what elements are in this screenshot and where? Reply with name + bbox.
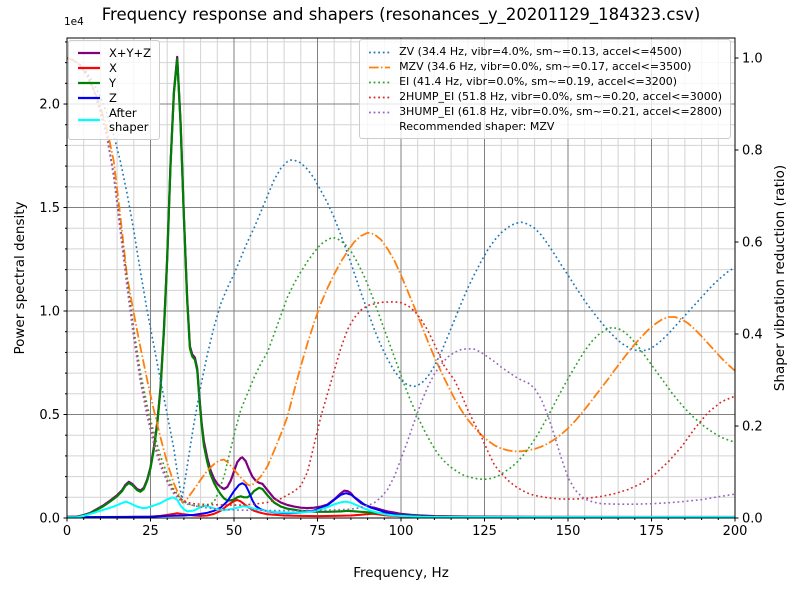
svg-text:0.5: 0.5	[39, 408, 60, 423]
legend-item-3HUMP_EI: 3HUMP_EI (61.8 Hz, vibr=0.0%, sm~=0.21, …	[368, 105, 722, 119]
right-y-axis-label: Shaper vibration reduction (ratio)	[772, 164, 788, 392]
svg-text:0: 0	[63, 524, 71, 539]
legend-line-sample	[78, 96, 100, 100]
legend-item-label: X	[109, 61, 117, 75]
svg-text:75: 75	[309, 524, 326, 539]
series-After shaper	[67, 496, 735, 518]
svg-text:2.0: 2.0	[39, 98, 60, 113]
legend-psd: X+Y+Z X Y Z After shaper	[68, 40, 161, 140]
legend-item-X+Y+Z: X+Y+Z	[77, 46, 151, 60]
legend-line-sample	[369, 66, 391, 68]
svg-text:200: 200	[723, 524, 748, 539]
recommended-shaper-note: Recommended shaper: MZV	[399, 120, 555, 133]
legend-item-label: ZV (34.4 Hz, vibr=4.0%, sm~=0.13, accel<…	[399, 45, 682, 58]
svg-text:1.0: 1.0	[742, 52, 763, 67]
svg-text:0.8: 0.8	[742, 144, 763, 159]
series-ZV	[67, 57, 735, 500]
svg-text:125: 125	[472, 524, 497, 539]
legend-line-sample	[369, 81, 391, 83]
legend-line-sample	[78, 66, 100, 70]
legend-item-ZV: ZV (34.4 Hz, vibr=4.0%, sm~=0.13, accel<…	[368, 45, 722, 59]
legend-item-label: After shaper	[109, 106, 149, 134]
legend-item-label: X+Y+Z	[109, 46, 152, 60]
x-axis-label: Frequency, Hz	[353, 565, 449, 581]
series-MZV	[67, 57, 735, 504]
svg-text:50: 50	[226, 524, 243, 539]
svg-text:150: 150	[556, 524, 581, 539]
svg-text:1.5: 1.5	[39, 201, 60, 216]
tick-labels: 0 25 50 75 100 125 150 175 2000.00.51.01.52.00.0…	[39, 52, 762, 539]
series-2HUMP_EI	[67, 57, 735, 506]
series-group	[67, 55, 735, 518]
legend-item-EI: EI (41.4 Hz, vibr=0.0%, sm~=0.19, accel<…	[368, 75, 722, 89]
legend-item-Z: Z	[77, 91, 151, 105]
legend-item-X: X	[77, 61, 151, 75]
svg-text:0.6: 0.6	[742, 236, 763, 251]
legend-item-After: After shaper	[77, 106, 151, 134]
svg-text:0.2: 0.2	[742, 420, 763, 435]
legend-line-sample	[369, 51, 391, 53]
svg-text:0.0: 0.0	[39, 512, 60, 527]
legend-item-label: 2HUMP_EI (51.8 Hz, vibr=0.0%, sm~=0.20, …	[399, 90, 722, 103]
legend-item-label: Z	[109, 91, 117, 105]
legend-item-2HUMP_EI: 2HUMP_EI (51.8 Hz, vibr=0.0%, sm~=0.20, …	[368, 90, 722, 104]
svg-text:0.4: 0.4	[742, 328, 763, 343]
legend-item-label: 3HUMP_EI (61.8 Hz, vibr=0.0%, sm~=0.21, …	[399, 105, 722, 118]
legend-line-sample	[78, 51, 100, 55]
svg-text:100: 100	[389, 524, 414, 539]
legend-item-label: Y	[109, 76, 117, 90]
legend-item-label: EI (41.4 Hz, vibr=0.0%, sm~=0.19, accel<…	[399, 75, 678, 88]
legend-line-sample	[369, 111, 391, 113]
chart-title: Frequency response and shapers (resonanc…	[101, 5, 701, 24]
legend-item-MZV: MZV (34.6 Hz, vibr=0.0%, sm~=0.17, accel…	[368, 60, 722, 74]
svg-text:25: 25	[142, 524, 159, 539]
svg-text:0.0: 0.0	[742, 512, 763, 527]
legend-line-sample	[369, 96, 391, 98]
legend-line-sample	[78, 118, 100, 122]
legend-shapers: ZV (34.4 Hz, vibr=4.0%, sm~=0.13, accel<…	[359, 39, 731, 139]
svg-text:1.0: 1.0	[39, 305, 60, 320]
axis-ticks	[63, 41, 739, 522]
svg-text:175: 175	[639, 524, 664, 539]
legend-item-label: MZV (34.6 Hz, vibr=0.0%, sm~=0.17, accel…	[399, 60, 692, 73]
left-y-axis-label: Power spectral density	[12, 201, 28, 355]
legend-line-sample	[78, 81, 100, 85]
legend-item-Y: Y	[77, 76, 151, 90]
y-axis-offset-multiplier: 1e4	[64, 16, 84, 28]
